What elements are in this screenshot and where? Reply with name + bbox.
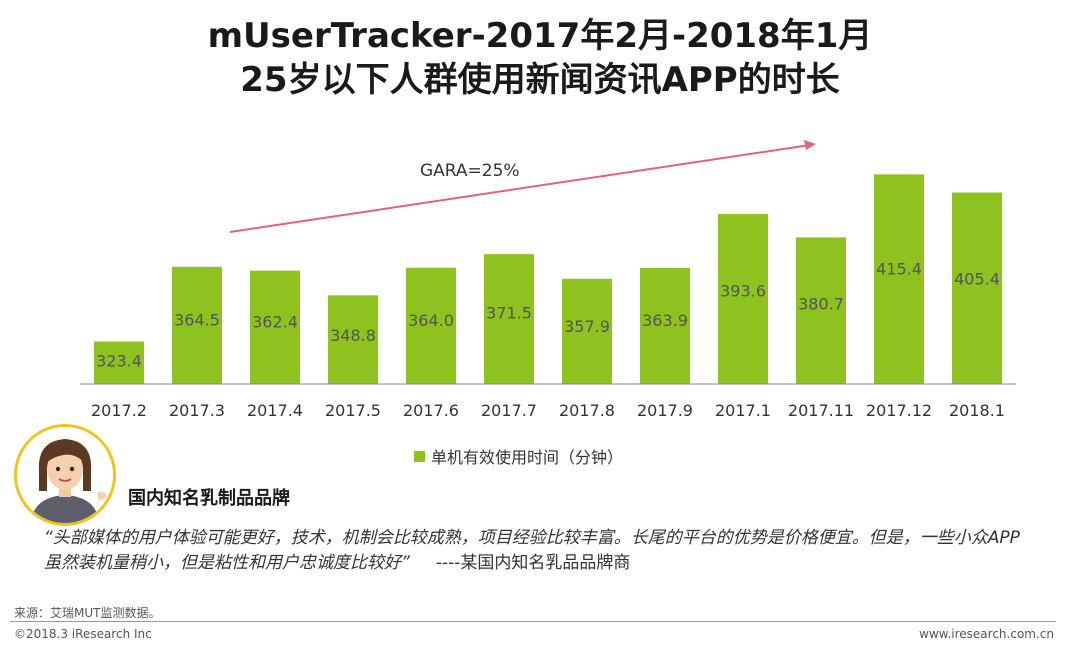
bar-2017.12	[874, 174, 924, 384]
trend-arrow-head	[804, 140, 816, 150]
x-tick-label: 2018.1	[949, 401, 1005, 420]
data-label: 357.9	[564, 317, 610, 336]
title-line-1: mUserTracker-2017年2月-2018年1月	[207, 16, 873, 56]
data-label: 380.7	[798, 294, 844, 313]
woman-avatar-icon	[17, 427, 113, 523]
data-label: 405.4	[954, 270, 1000, 289]
legend-swatch	[414, 450, 425, 462]
website-link[interactable]: www.iresearch.com.cn	[919, 627, 1054, 641]
growth-annotation: GARA=25%	[420, 161, 520, 181]
bar-2017.6	[406, 267, 456, 384]
bar-2018.1	[952, 192, 1002, 384]
x-tick-label: 2017.2	[91, 401, 147, 420]
bar-2017.7	[484, 254, 534, 384]
bar-2017.5	[328, 295, 378, 384]
x-tick-label: 2017.4	[247, 401, 303, 420]
data-label: 348.8	[330, 326, 376, 345]
x-tick-label: 2017.9	[637, 401, 693, 420]
chart-legend: 单机有效使用时间（分钟）	[414, 444, 623, 468]
x-tick-label: 2017.12	[866, 401, 932, 420]
x-tick-label: 2017.5	[325, 401, 381, 420]
data-source: 来源：艾瑞MUT监测数据。	[14, 606, 161, 620]
copyright: ©2018.3 iResearch Inc	[14, 627, 152, 641]
bar-2017.3	[172, 266, 222, 384]
title-line-2: 25岁以下人群使用新闻资讯APP的时长	[240, 60, 840, 100]
x-tick-label: 2017.7	[481, 401, 537, 420]
bar-chart: 323.4 2017.2 364.5 2017.3 362.4 2017.4 348.8 20…	[80, 140, 1016, 420]
quote-attribution: ----某国内知名乳品品牌商	[435, 553, 631, 573]
bar-2017.4	[250, 270, 300, 384]
bar-2017.9	[640, 267, 690, 384]
x-tick-label: 2017.1	[715, 401, 771, 420]
x-tick-label: 2017.6	[403, 401, 459, 420]
bar-2017.2	[94, 341, 144, 384]
data-label: 362.4	[252, 313, 298, 332]
page-title: mUserTracker-2017年2月-2018年1月 25岁以下人群使用新闻…	[0, 14, 1080, 102]
data-label: 363.9	[642, 311, 688, 330]
testimonial-quote: “头部媒体的用户体验可能更好，技术，机制会比较成熟，项目经验比较丰富。长尾的平台…	[44, 526, 1034, 576]
x-tick-label: 2017.3	[169, 401, 225, 420]
data-label: 364.5	[174, 311, 220, 330]
quote-text: “头部媒体的用户体验可能更好，技术，机制会比较成熟，项目经验比较丰富。长尾的平台…	[44, 528, 1020, 573]
data-label: 323.4	[96, 352, 142, 371]
bar-2017.1	[718, 213, 768, 384]
data-label: 415.4	[876, 260, 922, 279]
x-tick-label: 2017.8	[559, 401, 615, 420]
data-label: 393.6	[720, 281, 766, 300]
avatar	[14, 424, 116, 526]
legend-label: 单机有效使用时间（分钟）	[431, 448, 624, 467]
bar-2017.8	[562, 278, 612, 384]
x-tick-label: 2017.11	[788, 401, 854, 420]
data-label: 364.0	[408, 311, 454, 330]
data-label: 371.5	[486, 304, 532, 323]
bar-2017.11	[796, 237, 846, 384]
company-name: 国内知名乳制品品牌	[128, 488, 290, 509]
footer-divider	[10, 621, 1056, 622]
trend-arrow	[229, 144, 811, 233]
